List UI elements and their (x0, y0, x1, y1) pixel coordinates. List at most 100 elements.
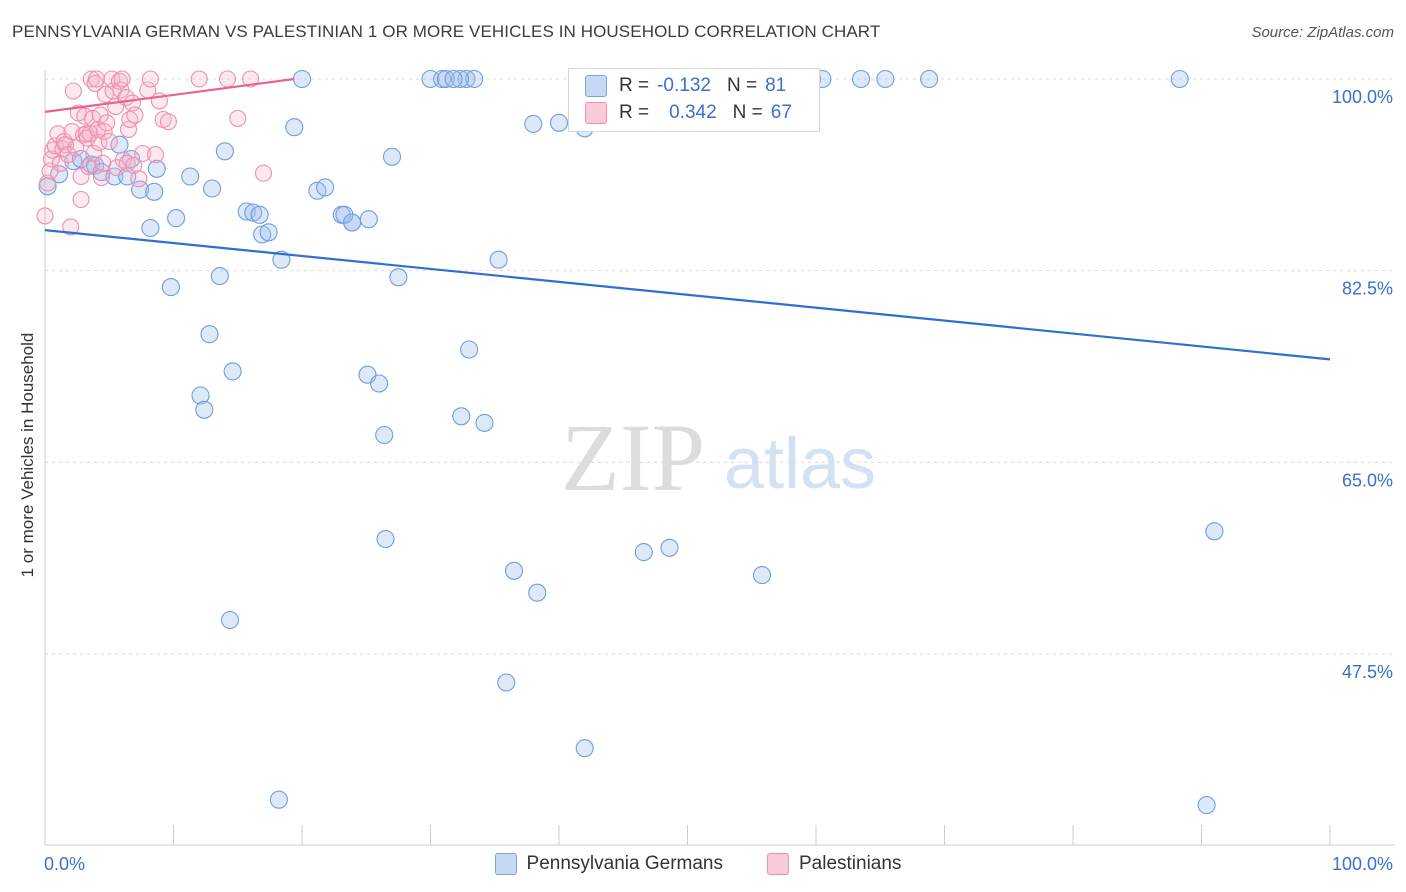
legend-item-palestinians[interactable]: Palestinians (766, 852, 902, 876)
legend-n-label: N = (726, 75, 758, 96)
point-pennsylvania-germans (436, 69, 455, 89)
y-tick-label: 100.0% (1332, 87, 1393, 107)
point-palestinians (89, 120, 107, 138)
legend-r-value: 0.342 (669, 102, 717, 123)
point-palestinians (113, 70, 131, 88)
point-pennsylvania-germans (575, 739, 594, 758)
point-palestinians (64, 82, 82, 100)
watermark: ZIP atlas (561, 404, 876, 511)
point-pennsylvania-germans (131, 180, 150, 199)
point-palestinians (218, 70, 237, 88)
point-pennsylvania-germans (524, 114, 543, 133)
legend-r-label: R = (619, 102, 650, 123)
point-pennsylvania-germans (528, 583, 547, 602)
legend-swatch-pink (766, 853, 789, 875)
x-tick-label: 100.0% (1332, 854, 1393, 874)
point-palestinians (146, 146, 165, 164)
legend-r-label: R = (619, 75, 650, 96)
legend-item-label: Palestinians (798, 853, 902, 874)
point-palestinians (42, 150, 60, 168)
point-pennsylvania-germans (292, 69, 312, 89)
point-pennsylvania-germans (504, 561, 524, 580)
point-pennsylvania-germans (210, 267, 229, 286)
point-pennsylvania-germans (191, 386, 210, 405)
axes (44, 70, 1395, 846)
series-legend: Pennsylvania Germans Palestinians (0, 852, 1406, 876)
point-pennsylvania-germans (38, 177, 57, 196)
point-pennsylvania-germans (497, 673, 516, 692)
legend-swatch-blue (585, 75, 607, 97)
legend-swatch-pink (585, 102, 607, 124)
point-palestinians (100, 132, 118, 150)
point-pennsylvania-germans (167, 209, 186, 228)
y-axis-label: 1 or more Vehicles in Household (18, 332, 37, 578)
point-pennsylvania-germans (370, 374, 389, 393)
legend-item-pennsylvania-germans[interactable]: Pennsylvania Germans (494, 852, 723, 876)
point-pennsylvania-germans (203, 179, 222, 198)
point-pennsylvania-germans (195, 400, 214, 419)
point-palestinians (118, 154, 136, 172)
point-palestinians (92, 169, 111, 187)
point-palestinians (125, 156, 143, 175)
point-pennsylvania-germans (489, 250, 508, 269)
stats-legend: R = -0.132 N = 81 R = 0.342 N = 67 (568, 68, 820, 132)
point-pennsylvania-germans (375, 425, 394, 445)
point-pennsylvania-germans (269, 790, 288, 809)
point-palestinians (126, 106, 144, 124)
point-pennsylvania-germans (451, 69, 470, 89)
legend-n-value: 81 (765, 75, 787, 96)
point-pennsylvania-germans (285, 118, 304, 137)
point-pennsylvania-germans (220, 610, 240, 630)
point-pennsylvania-germans (359, 210, 378, 229)
point-pennsylvania-germans (316, 178, 335, 197)
trend-line-palestinians (44, 77, 295, 113)
point-pennsylvania-germans (660, 538, 679, 557)
point-pennsylvania-germans (444, 69, 463, 89)
point-pennsylvania-germans (147, 159, 166, 178)
point-palestinians (141, 70, 159, 88)
point-pennsylvania-germans (376, 529, 395, 549)
legend-r-value: -0.132 (657, 75, 711, 96)
point-pennsylvania-germans (634, 543, 653, 562)
point-pennsylvania-germans (215, 142, 234, 161)
point-pennsylvania-germans (343, 213, 362, 232)
point-pennsylvania-germans (382, 147, 402, 166)
point-pennsylvania-germans (452, 407, 471, 426)
point-palestinians (130, 170, 148, 188)
point-palestinians (98, 114, 116, 132)
point-palestinians (36, 207, 54, 225)
watermark-zip: ZIP (561, 404, 705, 511)
point-palestinians (242, 70, 260, 88)
point-pennsylvania-germans (145, 182, 164, 201)
point-pennsylvania-germans (259, 223, 278, 242)
chart-title: PENNSYLVANIA GERMAN VS PALESTINIAN 1 OR … (12, 22, 881, 41)
x-tick-label: 0.0% (44, 854, 85, 874)
trend-line-pennsylvania-germans (44, 229, 1331, 361)
point-palestinians (159, 113, 177, 131)
point-pennsylvania-germans (335, 205, 354, 224)
point-palestinians (110, 72, 129, 90)
point-pennsylvania-germans (181, 167, 200, 186)
point-pennsylvania-germans (141, 218, 160, 238)
point-pennsylvania-germans (223, 362, 242, 381)
trend-lines (44, 77, 1331, 361)
point-pennsylvania-germans (200, 325, 219, 344)
legend-row-pennsylvania: R = -0.132 N = 81 (585, 74, 786, 98)
point-pennsylvania-germans (465, 69, 484, 89)
source-credit: Source: ZipAtlas.com (1251, 24, 1394, 41)
point-pennsylvania-germans (752, 566, 772, 585)
point-pennsylvania-germans (920, 69, 939, 89)
point-palestinians (190, 70, 208, 88)
x-tick-labels: 0.0% 100.0% (44, 854, 1393, 874)
point-palestinians (67, 139, 85, 157)
point-pennsylvania-germans (851, 69, 871, 89)
legend-item-label: Pennsylvania Germans (526, 853, 723, 874)
legend-row-palestinians: R = 0.342 N = 67 (585, 101, 792, 125)
point-palestinians (254, 164, 273, 182)
point-pennsylvania-germans (460, 340, 479, 359)
legend-n-value: 67 (770, 102, 792, 123)
y-tick-labels: 100.0% 82.5% 65.0% 47.5% (1332, 87, 1393, 682)
point-pennsylvania-germans (389, 268, 408, 287)
point-palestinians (87, 70, 105, 88)
